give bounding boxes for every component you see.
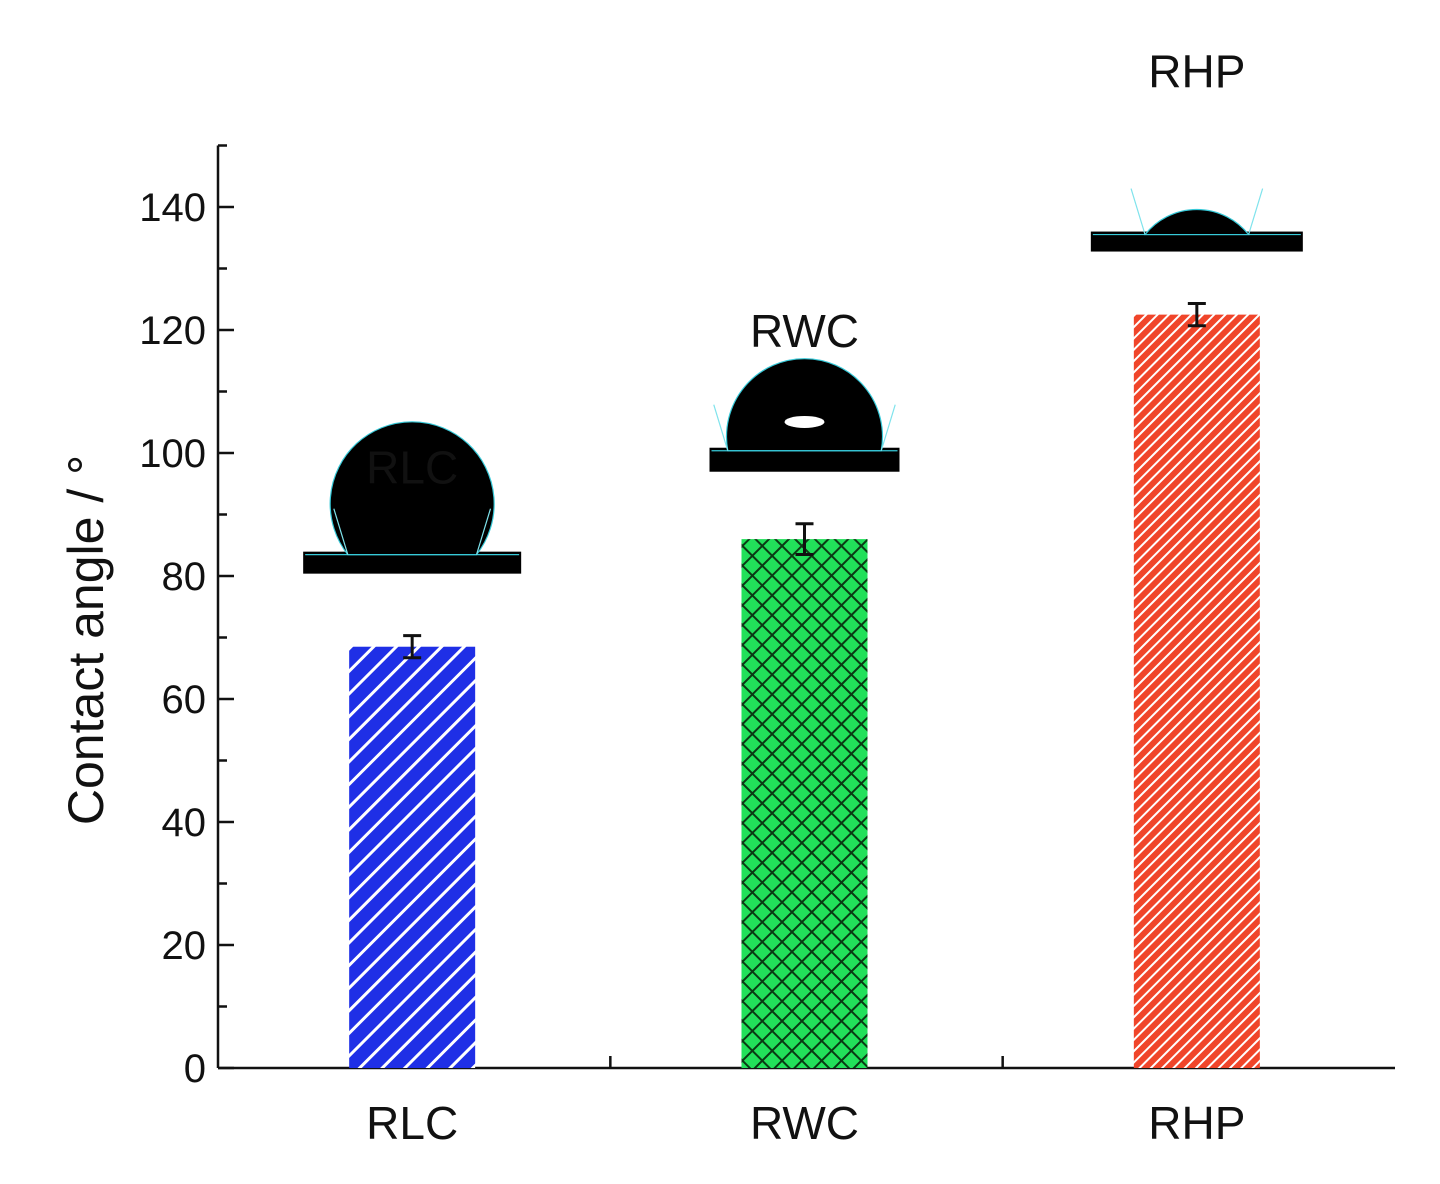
droplet-image-rwc: RWC — [709, 305, 900, 472]
substrate — [1090, 231, 1303, 252]
error-bar-rwc — [795, 522, 814, 556]
x-tick-label-rwc: RWC — [750, 1097, 859, 1149]
droplet — [1143, 208, 1250, 236]
highlight — [1174, 174, 1219, 199]
droplet-image-rhp: RHP — [1090, 46, 1303, 252]
droplet-label-rhp: RHP — [1148, 46, 1245, 98]
x-tick-labels: RLC RWC RHP — [366, 1097, 1245, 1149]
y-ticks: 0 20 40 60 80 100 120 140 — [139, 144, 234, 1091]
y-axis-label: Contact angle / ° — [58, 455, 114, 825]
droplet — [329, 421, 495, 556]
y-tick-label: 40 — [162, 801, 207, 845]
bar-rlc — [349, 646, 476, 1068]
tangent-right — [880, 404, 896, 451]
highlight — [784, 415, 825, 428]
error-bar-rhp — [1187, 302, 1206, 328]
droplet-insets: RLC RWC RHP — [303, 46, 1303, 574]
bar-rwc — [741, 539, 868, 1068]
substrate — [303, 551, 522, 574]
bars — [349, 314, 1260, 1068]
bar-rhp — [1133, 314, 1260, 1068]
error-bars — [403, 302, 1206, 660]
y-tick-label: 60 — [162, 678, 207, 722]
tangent-left — [333, 508, 349, 555]
x-tick-label-rlc: RLC — [366, 1097, 458, 1149]
tangent-left — [1130, 188, 1146, 235]
tangent-right — [1248, 188, 1264, 235]
droplet-label-rlc: RLC — [366, 441, 458, 493]
y-tick-label: 20 — [162, 924, 207, 968]
tangent-right — [475, 508, 492, 555]
error-bar-rlc — [403, 634, 422, 660]
x-tick-label-rhp: RHP — [1148, 1097, 1245, 1149]
droplet-label-rwc: RWC — [750, 305, 859, 357]
y-tick-label: 80 — [162, 555, 207, 599]
y-tick-label: 120 — [139, 309, 206, 353]
y-tick-label: 140 — [139, 186, 206, 230]
droplet-image-rlc: RLC — [303, 421, 522, 574]
droplet — [725, 358, 884, 452]
y-tick-label: 100 — [139, 432, 206, 476]
tangent-left — [713, 404, 729, 451]
y-tick-label: 0 — [184, 1047, 206, 1091]
substrate — [709, 447, 900, 472]
